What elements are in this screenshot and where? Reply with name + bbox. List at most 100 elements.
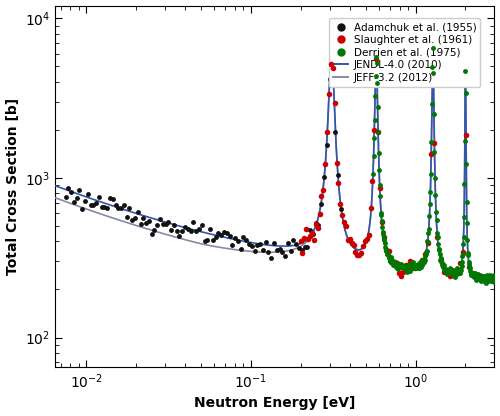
Point <box>442 269 450 275</box>
Point <box>432 217 440 224</box>
Point <box>131 215 139 221</box>
Point <box>363 235 371 242</box>
Point <box>372 72 380 79</box>
Point <box>206 225 214 232</box>
Point <box>386 248 394 254</box>
Point <box>468 272 476 279</box>
Point <box>466 270 474 276</box>
Point <box>176 233 184 240</box>
Point <box>482 275 490 282</box>
Point <box>386 257 394 264</box>
Point <box>306 233 314 240</box>
Point <box>416 259 424 265</box>
Point <box>336 206 344 212</box>
Point <box>435 247 443 253</box>
Point <box>112 201 120 208</box>
Point <box>446 272 454 279</box>
Point <box>388 258 396 265</box>
Legend: Adamchuk et al. (1955), Slaughter et al. (1961), Derrien et al. (1975), JENDL-4.: Adamchuk et al. (1955), Slaughter et al.… <box>328 18 480 87</box>
Point <box>394 264 402 271</box>
Point <box>455 269 463 276</box>
Point <box>432 192 440 199</box>
Point <box>114 205 122 211</box>
Point <box>419 260 427 267</box>
Point <box>136 220 144 227</box>
Point <box>178 228 186 234</box>
Point <box>388 257 396 263</box>
Point <box>388 260 396 266</box>
Point <box>490 275 498 282</box>
Point <box>186 228 194 235</box>
Point <box>418 257 426 263</box>
Point <box>440 266 448 272</box>
Point <box>430 140 438 147</box>
Point <box>392 258 400 265</box>
Point <box>440 268 448 275</box>
Point <box>450 270 458 277</box>
Point <box>374 129 382 136</box>
Point <box>76 186 84 193</box>
Point <box>398 261 406 267</box>
Point <box>397 264 405 270</box>
Point <box>281 253 289 259</box>
Point <box>473 273 481 280</box>
Point <box>328 63 336 69</box>
Point <box>462 90 469 97</box>
Point <box>408 263 416 270</box>
Point <box>456 267 464 274</box>
Point <box>428 101 436 108</box>
Point <box>480 275 488 282</box>
Point <box>468 270 476 276</box>
Point <box>120 202 128 208</box>
Point <box>436 250 444 257</box>
Point <box>488 275 496 282</box>
Point <box>104 205 112 211</box>
Point <box>378 219 386 225</box>
Point <box>248 243 256 249</box>
Point <box>486 272 494 279</box>
Point <box>457 267 465 273</box>
Point <box>380 240 388 246</box>
Point <box>378 218 386 225</box>
Point <box>474 270 482 277</box>
Point <box>396 262 404 269</box>
Point <box>422 253 430 259</box>
Point <box>488 274 496 280</box>
Point <box>452 269 460 275</box>
Point <box>389 258 397 265</box>
Point <box>484 277 492 284</box>
Point <box>422 249 430 255</box>
Point <box>404 267 411 274</box>
Point <box>438 260 446 266</box>
Point <box>412 262 420 268</box>
Point <box>454 268 462 275</box>
Point <box>444 268 452 275</box>
Point <box>420 258 428 264</box>
Point <box>192 228 200 234</box>
Point <box>375 166 383 173</box>
Point <box>454 270 462 276</box>
Point <box>434 234 442 240</box>
Point <box>402 263 410 270</box>
Point <box>298 250 306 256</box>
Point <box>167 227 175 233</box>
Point <box>326 76 334 83</box>
Point <box>434 245 442 252</box>
Point <box>64 185 72 192</box>
Point <box>140 215 147 222</box>
Point <box>470 273 478 280</box>
Point <box>373 79 381 86</box>
Point <box>432 209 440 215</box>
Point <box>382 246 390 253</box>
Point <box>456 267 464 273</box>
Point <box>270 240 278 247</box>
Point <box>430 149 438 156</box>
Point <box>72 195 80 202</box>
Point <box>402 265 410 271</box>
Point <box>450 270 458 277</box>
Point <box>482 276 490 282</box>
Point <box>476 272 484 279</box>
Point <box>406 263 414 270</box>
Point <box>309 230 317 237</box>
Point <box>446 265 454 271</box>
